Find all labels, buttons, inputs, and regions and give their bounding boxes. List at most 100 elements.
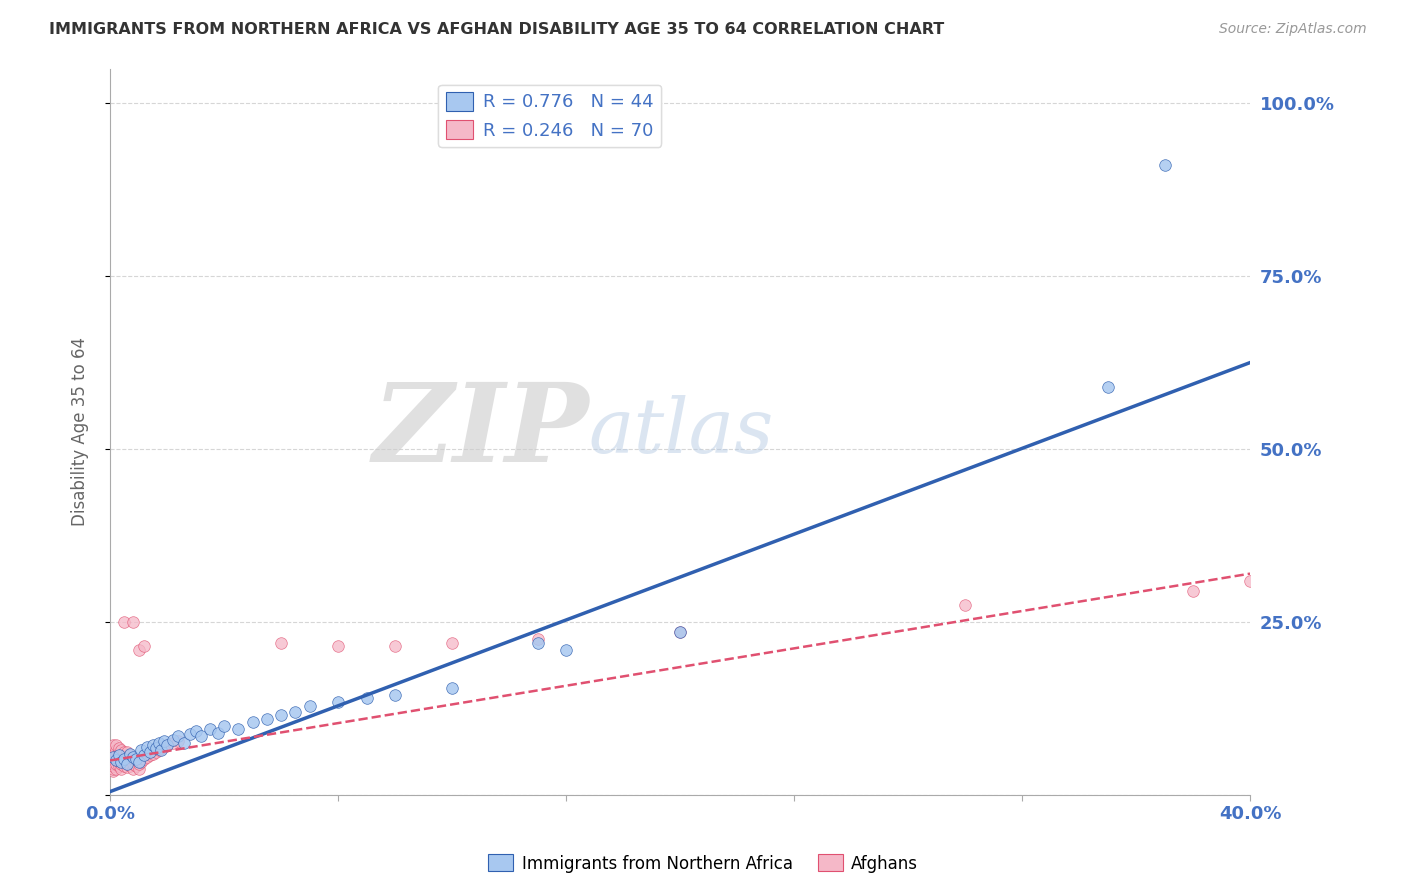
Point — [104, 747, 127, 762]
Point — [115, 755, 138, 769]
Point — [1097, 380, 1119, 394]
Point — [142, 738, 165, 752]
Point — [284, 705, 307, 719]
Legend: R = 0.776   N = 44, R = 0.246   N = 70: R = 0.776 N = 44, R = 0.246 N = 70 — [439, 85, 661, 147]
Point — [110, 755, 132, 769]
Point — [441, 681, 464, 695]
Point — [101, 762, 124, 776]
Point — [134, 752, 156, 766]
Point — [101, 752, 124, 766]
Point — [112, 745, 135, 759]
Point — [104, 762, 127, 776]
Legend: Immigrants from Northern Africa, Afghans: Immigrants from Northern Africa, Afghans — [481, 847, 925, 880]
Point — [112, 759, 135, 773]
Point — [139, 745, 162, 759]
Point — [441, 636, 464, 650]
Point — [128, 642, 150, 657]
Point — [110, 756, 132, 771]
Point — [326, 695, 349, 709]
Point — [104, 738, 127, 752]
Point — [145, 745, 167, 759]
Point — [112, 615, 135, 629]
Point — [128, 762, 150, 776]
Point — [101, 747, 124, 762]
Point — [326, 640, 349, 654]
Point — [669, 625, 692, 640]
Point — [107, 741, 129, 756]
Point — [153, 739, 176, 754]
Point — [198, 723, 221, 737]
Point — [101, 759, 124, 773]
Point — [953, 598, 976, 612]
Point — [256, 712, 278, 726]
Point — [1182, 583, 1205, 598]
Point — [112, 755, 135, 769]
Point — [356, 691, 378, 706]
Point — [384, 640, 406, 654]
Point — [115, 745, 138, 759]
Point — [228, 723, 250, 737]
Point — [131, 743, 153, 757]
Point — [118, 759, 141, 773]
Point — [112, 750, 135, 764]
Point — [128, 755, 150, 769]
Point — [101, 741, 124, 756]
Point — [173, 736, 195, 750]
Point — [153, 734, 176, 748]
Point — [101, 755, 124, 769]
Point — [115, 756, 138, 771]
Point — [122, 752, 145, 766]
Point — [125, 754, 148, 768]
Point — [104, 754, 127, 768]
Point — [134, 640, 156, 654]
Point — [107, 747, 129, 762]
Point — [136, 750, 159, 764]
Point — [1153, 158, 1175, 172]
Point — [101, 764, 124, 778]
Point — [1239, 574, 1261, 588]
Point — [131, 755, 153, 769]
Point — [212, 719, 235, 733]
Text: atlas: atlas — [589, 395, 775, 469]
Text: Source: ZipAtlas.com: Source: ZipAtlas.com — [1219, 22, 1367, 37]
Point — [145, 741, 167, 756]
Point — [110, 762, 132, 776]
Text: IMMIGRANTS FROM NORTHERN AFRICA VS AFGHAN DISABILITY AGE 35 TO 64 CORRELATION CH: IMMIGRANTS FROM NORTHERN AFRICA VS AFGHA… — [49, 22, 945, 37]
Point — [242, 715, 264, 730]
Point — [184, 724, 207, 739]
Point — [134, 747, 156, 762]
Point — [101, 745, 124, 759]
Point — [148, 743, 170, 757]
Point — [122, 756, 145, 771]
Point — [190, 729, 212, 743]
Point — [101, 756, 124, 771]
Point — [118, 747, 141, 762]
Point — [298, 699, 321, 714]
Point — [207, 726, 229, 740]
Point — [555, 642, 578, 657]
Point — [526, 632, 548, 647]
Y-axis label: Disability Age 35 to 64: Disability Age 35 to 64 — [72, 337, 89, 526]
Point — [104, 743, 127, 757]
Point — [115, 760, 138, 774]
Point — [156, 738, 179, 752]
Point — [125, 759, 148, 773]
Point — [270, 636, 292, 650]
Point — [110, 743, 132, 757]
Text: ZIP: ZIP — [373, 378, 589, 485]
Point — [148, 736, 170, 750]
Point — [669, 625, 692, 640]
Point — [142, 747, 165, 761]
Point — [107, 759, 129, 773]
Point — [167, 729, 190, 743]
Point — [136, 739, 159, 754]
Point — [167, 734, 190, 748]
Point — [122, 750, 145, 764]
Point — [107, 750, 129, 764]
Point — [150, 741, 173, 756]
Point — [162, 736, 184, 750]
Point — [150, 743, 173, 757]
Point — [107, 745, 129, 759]
Point — [118, 754, 141, 768]
Point — [128, 756, 150, 771]
